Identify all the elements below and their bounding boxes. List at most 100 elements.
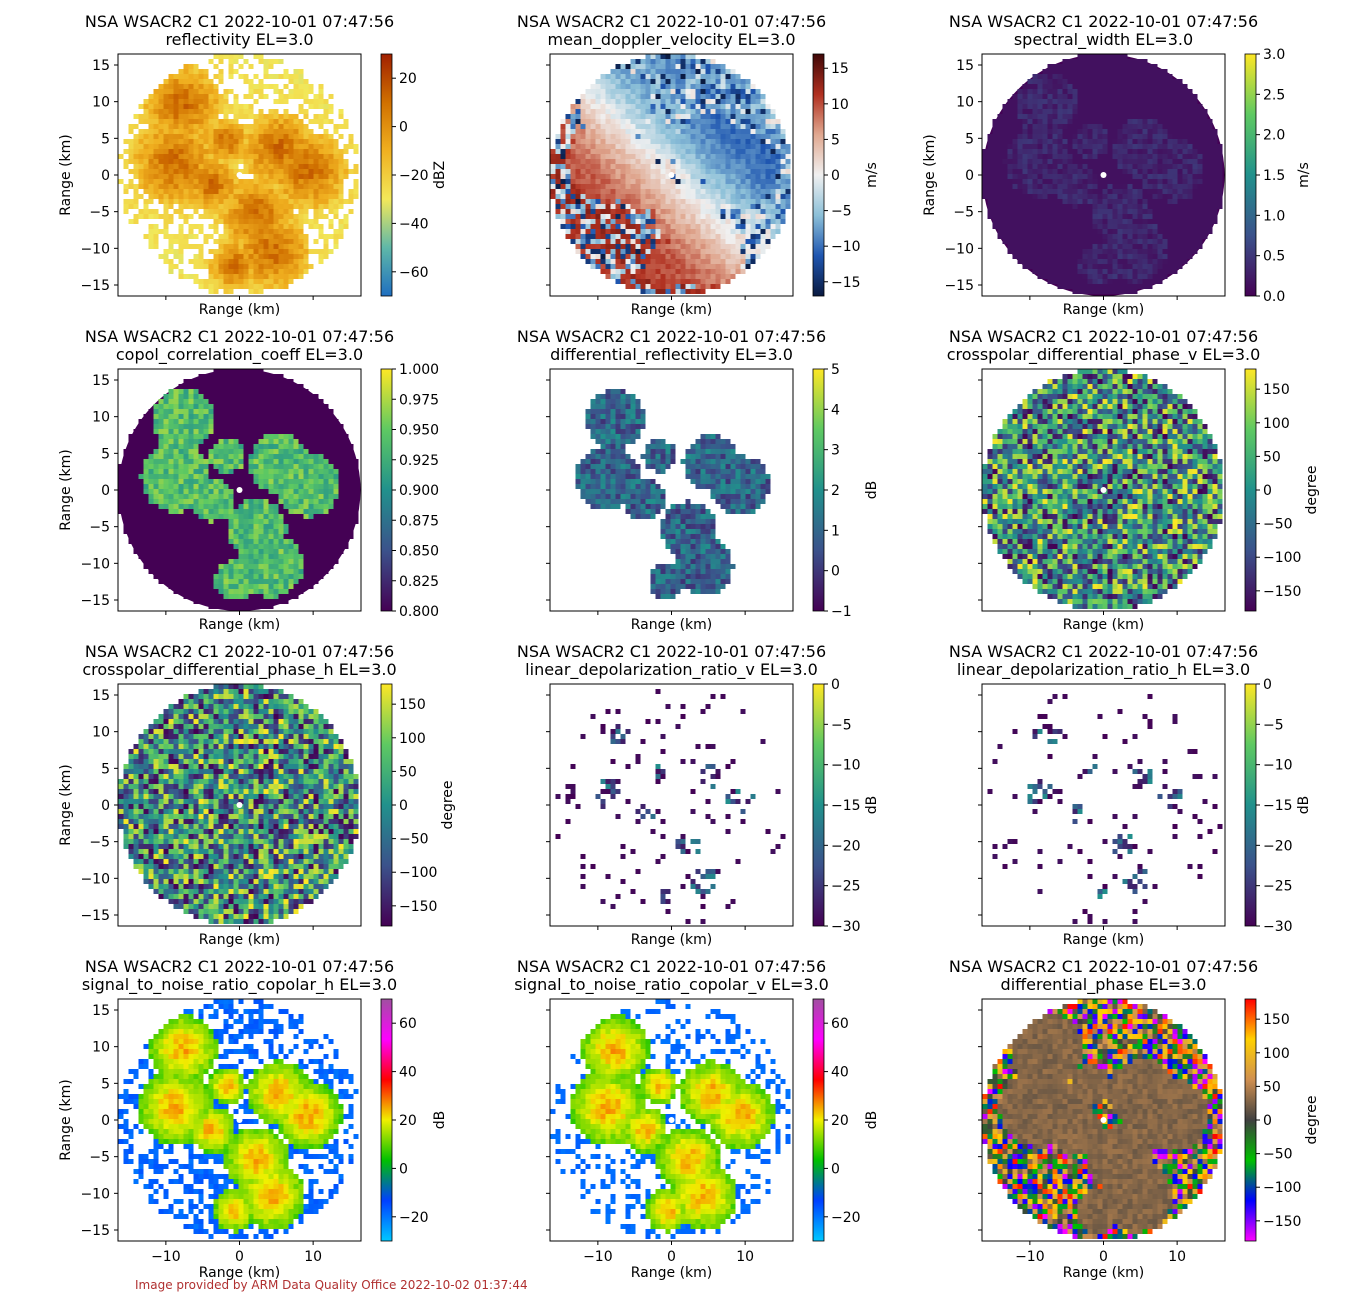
radar-gate xyxy=(1137,159,1143,164)
radar-gate xyxy=(1062,169,1068,174)
radar-gate xyxy=(328,189,334,194)
radar-gate xyxy=(1127,179,1133,184)
radar-gate xyxy=(1157,159,1163,164)
radar-gate xyxy=(655,109,661,114)
radar-gate xyxy=(1097,169,1103,174)
radar-gate xyxy=(153,124,159,129)
radar-gate xyxy=(193,264,199,269)
radar-gate xyxy=(1147,254,1153,259)
radar-gate xyxy=(1112,234,1118,239)
x-axis-label: Range (km) xyxy=(631,302,713,318)
radar-gate xyxy=(770,214,776,219)
radar-gate xyxy=(1032,104,1038,109)
radar-gate xyxy=(263,234,269,239)
radar-gate xyxy=(690,144,696,149)
radar-gate xyxy=(1142,89,1148,94)
radar-gate xyxy=(665,159,671,164)
radar-gate xyxy=(675,124,681,129)
radar-gate xyxy=(213,239,219,244)
radar-gate xyxy=(725,229,731,234)
radar-gate xyxy=(645,179,651,184)
radar-gate xyxy=(148,159,154,164)
radar-gate xyxy=(133,174,139,179)
radar-gate xyxy=(1067,284,1073,289)
radar-gate xyxy=(198,124,204,129)
radar-gate xyxy=(655,149,661,154)
radar-gate xyxy=(133,189,139,194)
radar-gate xyxy=(293,269,299,274)
radar-gate xyxy=(600,204,606,209)
radar-gate xyxy=(730,154,736,159)
radar-gate xyxy=(1087,144,1093,149)
radar-gate xyxy=(163,144,169,149)
radar-gate xyxy=(1057,104,1063,109)
radar-gate xyxy=(740,154,746,159)
radar-gate xyxy=(750,109,756,114)
radar-gate xyxy=(258,114,264,119)
radar-gate xyxy=(278,174,284,179)
radar-gate xyxy=(690,194,696,199)
radar-gate xyxy=(730,104,736,109)
radar-gate xyxy=(640,194,646,199)
radar-gate xyxy=(1142,269,1148,274)
radar-gate xyxy=(675,254,681,259)
radar-gate xyxy=(228,164,234,169)
radar-gate xyxy=(1122,169,1128,174)
radar-gate xyxy=(1127,69,1133,74)
radar-gate xyxy=(1092,74,1098,79)
radar-gate xyxy=(1142,119,1148,124)
radar-gate xyxy=(660,79,666,84)
radar-gate xyxy=(760,104,766,109)
radar-gate xyxy=(343,214,349,219)
radar-gate xyxy=(575,159,581,164)
radar-gate xyxy=(1137,209,1143,214)
radar-gate xyxy=(785,204,791,209)
radar-gate xyxy=(615,124,621,129)
radar-gate xyxy=(565,149,571,154)
radar-gate xyxy=(288,234,294,239)
radar-gate xyxy=(740,189,746,194)
radar-gate xyxy=(148,149,154,154)
radar-gate xyxy=(1037,244,1043,249)
radar-gate xyxy=(173,149,179,154)
radar-gate xyxy=(625,244,631,249)
radar-gate xyxy=(253,284,259,289)
radar-gate xyxy=(288,219,294,224)
radar-gate xyxy=(178,174,184,179)
radar-gate xyxy=(308,204,314,209)
radar-gate xyxy=(650,104,656,109)
radar-gate xyxy=(710,164,716,169)
radar-gate xyxy=(308,129,314,134)
radar-gate xyxy=(178,119,184,124)
radar-gate xyxy=(585,104,591,109)
radar-gate xyxy=(208,79,214,84)
radar-gate xyxy=(278,199,284,204)
radar-gate xyxy=(1152,144,1158,149)
radar-gate xyxy=(1122,129,1128,134)
radar-gate xyxy=(690,229,696,234)
radar-gate xyxy=(183,179,189,184)
radar-gate xyxy=(992,184,998,189)
radar-gate xyxy=(1022,124,1028,129)
radar-gate xyxy=(1052,74,1058,79)
radar-gate xyxy=(695,214,701,219)
radar-gate xyxy=(1167,214,1173,219)
radar-gate xyxy=(1017,169,1023,174)
radar-gate xyxy=(670,79,676,84)
radar-gate xyxy=(1042,184,1048,189)
radar-gate xyxy=(780,169,786,174)
radar-gate xyxy=(263,189,269,194)
radar-gate xyxy=(775,169,781,174)
radar-gate xyxy=(143,169,149,174)
radar-gate xyxy=(1132,64,1138,69)
radar-gate xyxy=(238,109,244,114)
radar-gate xyxy=(1047,189,1053,194)
radar-gate xyxy=(620,109,626,114)
radar-gate xyxy=(590,239,596,244)
radar-gate xyxy=(695,239,701,244)
radar-gate xyxy=(640,284,646,289)
radar-gate xyxy=(625,139,631,144)
radar-gate xyxy=(263,164,269,169)
radar-gate xyxy=(323,114,329,119)
radar-gate xyxy=(258,109,264,114)
